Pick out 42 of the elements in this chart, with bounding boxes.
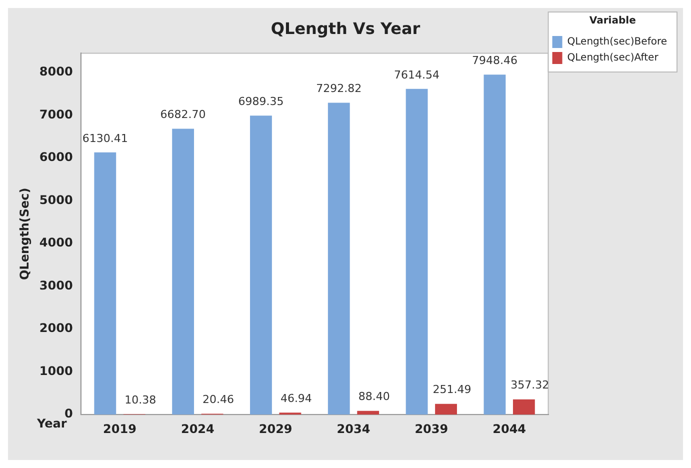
bar xyxy=(512,399,535,415)
data-label: 20.46 xyxy=(202,393,234,406)
y-axis-title: QLength(Sec) xyxy=(17,188,32,280)
y-tick-label: 0 xyxy=(64,406,73,421)
y-tick-label: 8000 xyxy=(39,64,73,79)
bar xyxy=(357,410,380,415)
y-tick-label: 6000 xyxy=(39,150,73,164)
bar xyxy=(406,88,428,415)
bar xyxy=(484,74,506,415)
data-label: 10.38 xyxy=(124,394,156,407)
bar xyxy=(94,152,116,415)
data-label: 6130.41 xyxy=(82,132,128,145)
y-tick-label: 1000 xyxy=(39,364,73,378)
data-label: 6682.70 xyxy=(160,108,206,122)
x-axis-title: Year xyxy=(36,416,67,431)
legend-label: QLength(sec)After xyxy=(567,52,660,64)
legend-title: Variable xyxy=(589,16,636,27)
data-label: 357.32 xyxy=(510,378,550,392)
data-label: 46.94 xyxy=(280,392,312,405)
x-tick-label: 2044 xyxy=(492,422,526,436)
y-tick-label: 5000 xyxy=(39,192,73,207)
x-tick-label: 2034 xyxy=(336,422,370,436)
data-label: 7292.82 xyxy=(316,82,362,96)
x-tick-label: 2019 xyxy=(103,422,136,436)
x-tick-label: 2039 xyxy=(414,422,448,436)
chart-title: QLength Vs Year xyxy=(270,18,420,38)
legend-label: QLength(sec)Before xyxy=(567,36,668,48)
data-label: 251.49 xyxy=(432,383,472,396)
data-label: 6989.35 xyxy=(238,95,284,108)
y-tick-label: 7000 xyxy=(39,107,73,122)
bar xyxy=(250,116,272,415)
data-label: 88.40 xyxy=(358,390,390,404)
bar xyxy=(172,128,194,415)
x-tick-label: 2029 xyxy=(258,422,292,436)
y-tick-label: 4000 xyxy=(39,236,73,250)
x-tick-label: 2024 xyxy=(180,422,214,436)
y-tick-label: 2000 xyxy=(39,321,73,336)
bar xyxy=(435,404,457,415)
data-label: 7614.54 xyxy=(394,68,440,82)
data-label: 7948.46 xyxy=(472,54,518,68)
bar xyxy=(328,102,350,415)
y-tick-label: 3000 xyxy=(39,278,73,292)
